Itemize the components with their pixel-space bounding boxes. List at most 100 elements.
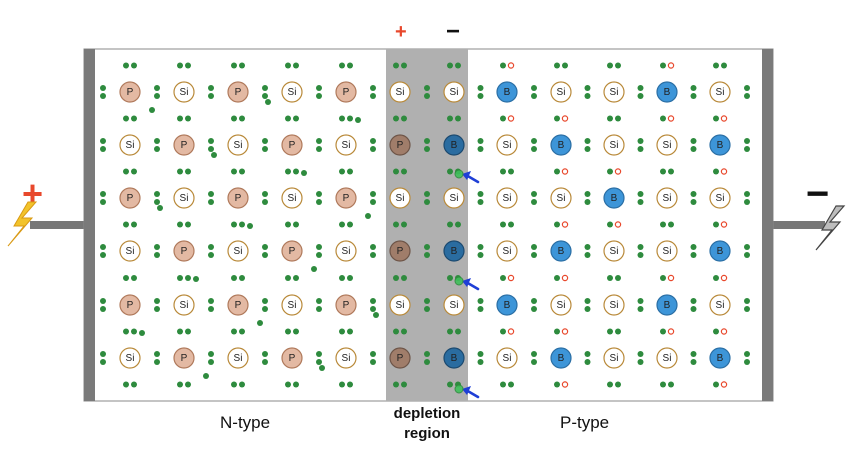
electron xyxy=(401,62,407,69)
electron xyxy=(477,93,484,99)
electron xyxy=(615,328,621,335)
electron xyxy=(262,306,268,312)
hole xyxy=(507,115,515,122)
depletion-label-line2: region xyxy=(404,425,450,442)
electron xyxy=(401,328,407,335)
electron xyxy=(370,298,376,304)
electron xyxy=(370,85,376,91)
electron xyxy=(744,93,750,99)
electron xyxy=(584,351,591,357)
atom-si xyxy=(173,81,195,103)
atom-si xyxy=(335,134,357,156)
electron xyxy=(100,93,106,99)
atom-b xyxy=(709,347,731,369)
electron xyxy=(744,298,750,304)
electron xyxy=(607,168,613,175)
atom-symbol: Si xyxy=(503,140,512,151)
electron xyxy=(531,138,537,144)
electron xyxy=(660,328,666,335)
electron xyxy=(347,221,353,228)
electron xyxy=(554,115,560,122)
electron xyxy=(185,62,191,69)
electron xyxy=(660,275,666,281)
hole xyxy=(720,328,728,335)
electron xyxy=(424,359,430,365)
electron xyxy=(262,85,268,91)
atom-symbol: B xyxy=(717,140,724,151)
captured-electron xyxy=(454,276,464,286)
capture-arrow-icon xyxy=(462,386,471,395)
electron xyxy=(477,244,484,250)
electron xyxy=(231,168,237,175)
atom-symbol: B xyxy=(451,246,458,257)
electron xyxy=(208,191,214,197)
free-electron xyxy=(355,117,361,123)
electron xyxy=(123,168,129,175)
electron xyxy=(123,328,129,335)
electron xyxy=(347,62,353,69)
electron xyxy=(744,351,750,357)
atom-b xyxy=(550,134,572,156)
depletion-minus-sign: − xyxy=(446,18,461,45)
atom-symbol: Si xyxy=(342,246,351,257)
atom-symbol: Si xyxy=(288,193,297,204)
electron xyxy=(477,138,484,144)
atom-symbol: Si xyxy=(450,87,459,98)
electron xyxy=(531,93,537,99)
electron xyxy=(285,275,291,281)
atom-p xyxy=(335,81,357,103)
electron xyxy=(154,85,160,91)
atom-si xyxy=(656,347,678,369)
electron xyxy=(424,191,430,197)
depletion-region-label: depletion region xyxy=(374,404,480,444)
n-type-label: N-type xyxy=(220,413,271,432)
electron xyxy=(316,298,322,304)
electron xyxy=(637,351,644,357)
electron xyxy=(554,221,560,228)
left-wire xyxy=(30,221,90,229)
electron xyxy=(370,252,376,258)
hole xyxy=(561,328,569,335)
atom-symbol: P xyxy=(343,87,350,98)
electron xyxy=(208,138,214,144)
free-electron xyxy=(139,330,145,336)
electron xyxy=(131,381,137,388)
atom-p xyxy=(119,81,141,103)
electron xyxy=(154,244,160,250)
electron xyxy=(637,138,644,144)
electron xyxy=(185,168,191,175)
electron xyxy=(239,115,245,122)
electron xyxy=(100,199,106,205)
electron xyxy=(316,244,322,250)
electron xyxy=(393,62,399,69)
electron xyxy=(154,138,160,144)
atom-b xyxy=(496,294,518,316)
electron xyxy=(100,244,106,250)
electron xyxy=(615,115,621,122)
electron xyxy=(239,328,245,335)
electron xyxy=(208,252,214,258)
right-wire xyxy=(770,221,825,229)
electron xyxy=(690,191,697,197)
electron xyxy=(185,328,191,335)
atom-symbol: Si xyxy=(610,246,619,257)
electron xyxy=(477,298,484,304)
atom-p xyxy=(173,240,195,262)
atom-symbol: Si xyxy=(396,193,405,204)
atom-b xyxy=(496,81,518,103)
electron xyxy=(131,168,137,175)
hole xyxy=(507,328,515,335)
atom-symbol: Si xyxy=(610,140,619,151)
electron xyxy=(401,275,407,281)
electron xyxy=(713,275,719,281)
electron xyxy=(239,168,245,175)
electron xyxy=(370,146,376,152)
battery-minus-sign: − xyxy=(806,172,830,216)
atom-si xyxy=(173,187,195,209)
free-electron xyxy=(319,365,325,371)
electron xyxy=(285,115,291,122)
atom-symbol: Si xyxy=(716,300,725,311)
free-electron xyxy=(373,312,379,318)
electron xyxy=(500,62,506,69)
